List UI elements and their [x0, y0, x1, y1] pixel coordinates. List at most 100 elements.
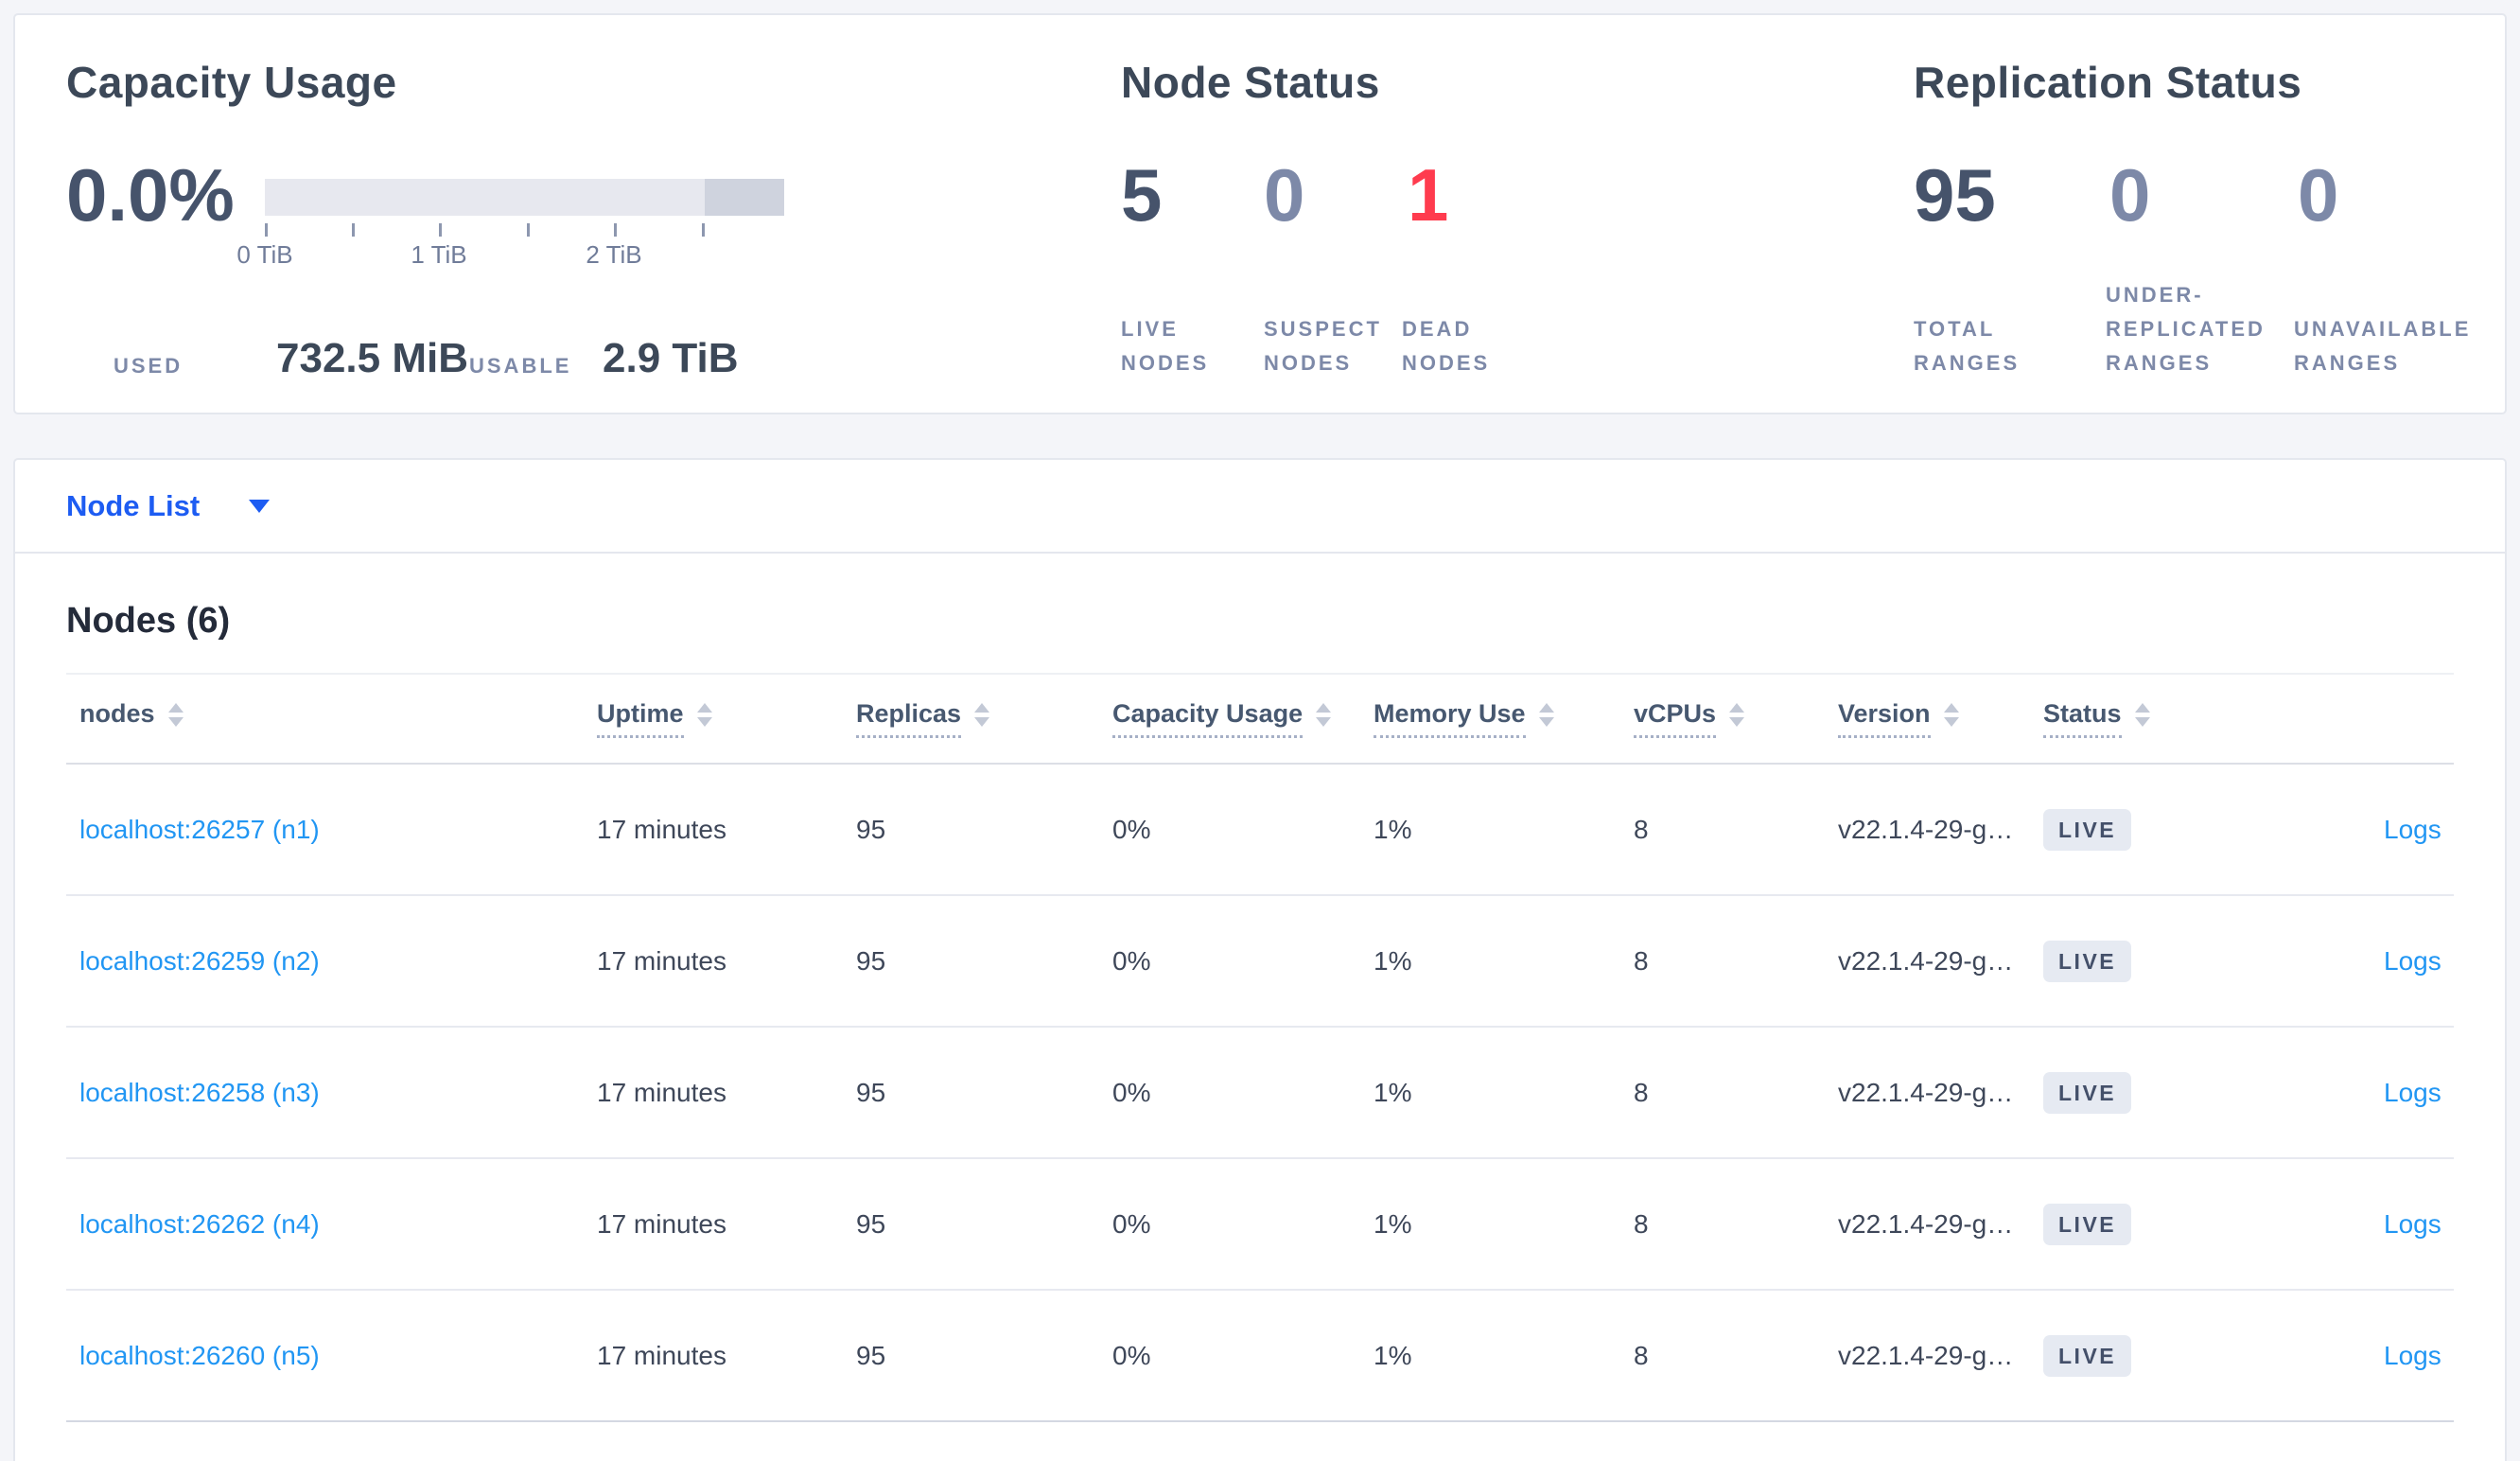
vcpus-cell: 8: [1634, 945, 1649, 976]
status-badge: LIVE: [2043, 940, 2132, 982]
under-replicated-count: 0: [2109, 153, 2151, 237]
column-header-vcpus[interactable]: vCPUs: [1634, 699, 1838, 738]
dead-nodes-count: 1: [1408, 153, 1449, 237]
replication-status-panel: Replication Status 95 0 0 TOTAL RANGES U…: [1914, 15, 2500, 413]
node-list-dropdown-label: Node List: [66, 488, 201, 522]
replicas-cell: 95: [856, 1208, 886, 1239]
total-ranges-label: TOTAL RANGES: [1914, 317, 2021, 375]
logs-link[interactable]: Logs: [2384, 814, 2441, 844]
used-label: USED: [114, 354, 184, 378]
memory-cell: 1%: [1374, 1340, 1412, 1370]
table-row: localhost:26257 (n1) 17 minutes 95 0% 1%…: [66, 765, 2454, 896]
unavailable-label: UNAVAILABLE RANGES: [2294, 317, 2472, 375]
version-cell: v22.1.4-29-g…: [1838, 945, 2014, 976]
memory-cell: 1%: [1374, 1077, 1412, 1107]
column-header-uptime[interactable]: Uptime: [597, 699, 856, 738]
table-row: localhost:26259 (n2) 17 minutes 95 0% 1%…: [66, 896, 2454, 1028]
uptime-cell: 17 minutes: [597, 945, 726, 976]
sort-arrows-icon: [1943, 703, 1959, 727]
logs-link[interactable]: Logs: [2384, 1340, 2441, 1370]
version-cell: v22.1.4-29-g…: [1838, 1208, 2014, 1239]
column-header-version[interactable]: Version: [1838, 699, 2043, 738]
node-list-dropdown[interactable]: Node List: [66, 488, 271, 523]
node-link[interactable]: localhost:26262 (n4): [79, 1208, 320, 1239]
status-badge: LIVE: [2043, 1071, 2132, 1114]
vcpus-cell: 8: [1634, 814, 1649, 844]
sort-arrows-icon: [974, 703, 990, 727]
capacity-usage-title: Capacity Usage: [66, 58, 397, 107]
used-value: 732.5 MiB: [276, 335, 468, 381]
memory-cell: 1%: [1374, 945, 1412, 976]
sort-arrows-icon: [1538, 703, 1554, 727]
logs-link[interactable]: Logs: [2384, 945, 2441, 976]
replicas-cell: 95: [856, 814, 886, 844]
version-cell: v22.1.4-29-g…: [1838, 814, 2014, 844]
version-cell: v22.1.4-29-g…: [1838, 1340, 2014, 1370]
uptime-cell: 17 minutes: [597, 814, 726, 844]
memory-cell: 1%: [1374, 814, 1412, 844]
sort-arrows-icon: [696, 703, 712, 727]
usable-label: USABLE: [469, 354, 572, 378]
gauge-tick: [702, 223, 705, 237]
table-row: localhost:26258 (n3) 17 minutes 95 0% 1%…: [66, 1028, 2454, 1159]
sort-arrows-icon: [1316, 703, 1332, 727]
gauge-tick-label-2: 2 TiB: [586, 240, 642, 269]
column-header-nodes[interactable]: nodes: [66, 699, 597, 738]
vcpus-cell: 8: [1634, 1208, 1649, 1239]
gauge-tick: [527, 223, 530, 237]
table-row: localhost:26262 (n4) 17 minutes 95 0% 1%…: [66, 1159, 2454, 1291]
column-header-status[interactable]: Status: [2043, 699, 2384, 738]
node-link[interactable]: localhost:26258 (n3): [79, 1077, 320, 1107]
capacity-cell: 0%: [1112, 945, 1151, 976]
suspect-nodes-count: 0: [1264, 153, 1305, 237]
under-replicated-label: UNDER-REPLICATED RANGES: [2106, 283, 2266, 375]
capacity-usage-panel: Capacity Usage 0.0% 0 TiB 1 TiB 2 TiB US…: [66, 15, 1012, 413]
logs-link[interactable]: Logs: [2384, 1077, 2441, 1107]
sort-arrows-icon: [1729, 703, 1745, 727]
status-badge: LIVE: [2043, 1334, 2132, 1377]
replicas-cell: 95: [856, 945, 886, 976]
node-link[interactable]: localhost:26257 (n1): [79, 814, 320, 844]
dead-nodes-label: DEAD NODES: [1402, 317, 1491, 375]
gauge-tick-label-1: 1 TiB: [411, 240, 467, 269]
gauge-tick: [352, 223, 355, 237]
gauge-tick: [439, 223, 442, 237]
node-link[interactable]: localhost:26260 (n5): [79, 1340, 320, 1370]
capacity-cell: 0%: [1112, 814, 1151, 844]
uptime-cell: 17 minutes: [597, 1340, 726, 1370]
unavailable-count: 0: [2298, 153, 2339, 237]
nodes-table-header: nodes Uptime Replicas Capacity Usage Mem…: [66, 675, 2454, 765]
suspect-nodes-label: SUSPECT NODES: [1264, 317, 1382, 375]
vcpus-cell: 8: [1634, 1077, 1649, 1107]
cluster-summary-card: Capacity Usage 0.0% 0 TiB 1 TiB 2 TiB US…: [13, 13, 2507, 414]
sort-arrows-icon: [167, 703, 184, 727]
uptime-cell: 17 minutes: [597, 1208, 726, 1239]
gauge-tick: [614, 223, 617, 237]
capacity-used-percent: 0.0%: [66, 153, 235, 237]
capacity-cell: 0%: [1112, 1340, 1151, 1370]
column-header-memory-use[interactable]: Memory Use: [1374, 699, 1634, 738]
capacity-gauge-bar: [265, 179, 784, 216]
node-link[interactable]: localhost:26259 (n2): [79, 945, 320, 976]
memory-cell: 1%: [1374, 1208, 1412, 1239]
chevron-down-icon: [249, 499, 271, 513]
replication-status-title: Replication Status: [1914, 58, 2302, 107]
uptime-cell: 17 minutes: [597, 1077, 726, 1107]
sort-arrows-icon: [2134, 703, 2150, 727]
status-badge: LIVE: [2043, 1203, 2132, 1245]
gauge-tick: [265, 223, 268, 237]
node-status-panel: Node Status 5 0 1 LIVE NODES SUSPECT NOD…: [1121, 15, 1651, 413]
view-selector-bar: Node List: [15, 460, 2505, 554]
column-header-replicas[interactable]: Replicas: [856, 699, 1112, 738]
vcpus-cell: 8: [1634, 1340, 1649, 1370]
gauge-tick-label-0: 0 TiB: [236, 240, 293, 269]
logs-link[interactable]: Logs: [2384, 1208, 2441, 1239]
table-row: localhost:26260 (n5) 17 minutes 95 0% 1%…: [66, 1291, 2454, 1422]
nodes-table: nodes Uptime Replicas Capacity Usage Mem…: [66, 673, 2454, 1422]
nodes-section-title: Nodes (6): [66, 601, 231, 641]
usable-value: 2.9 TiB: [603, 335, 739, 381]
capacity-cell: 0%: [1112, 1208, 1151, 1239]
live-nodes-count: 5: [1121, 153, 1163, 237]
column-header-capacity-usage[interactable]: Capacity Usage: [1112, 699, 1374, 738]
version-cell: v22.1.4-29-g…: [1838, 1077, 2014, 1107]
